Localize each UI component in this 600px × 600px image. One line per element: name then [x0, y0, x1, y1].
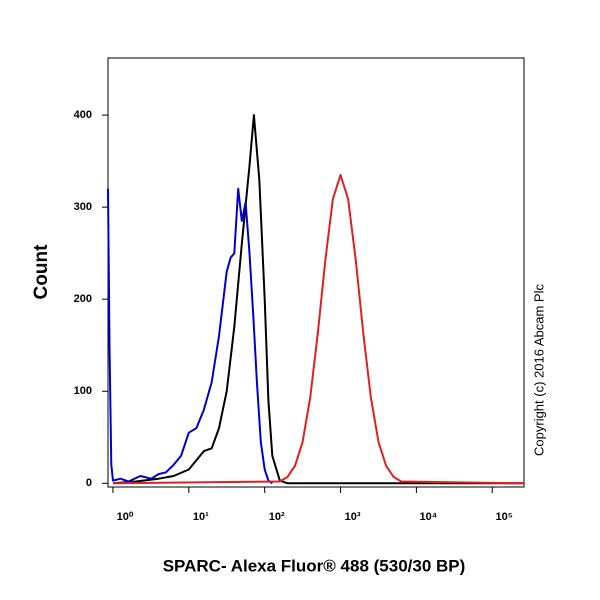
histogram-line: [112, 114, 524, 485]
plot-frame: [107, 57, 525, 488]
y-tick-label: 400: [74, 109, 92, 121]
y-tick-label: 200: [74, 293, 92, 305]
x-tick-label: 10⁵: [496, 511, 513, 523]
x-tick-label: 10⁴: [420, 511, 438, 523]
y-tick-label: 300: [74, 201, 92, 213]
y-tick-label: 0: [86, 477, 92, 489]
y-tick-label: 100: [74, 385, 92, 397]
x-tick-label: 10²: [269, 511, 285, 523]
x-tick-label: 10³: [345, 511, 361, 523]
x-tick-label: 10⁰: [117, 511, 134, 523]
histogram-line: [112, 173, 525, 485]
x-axis-label: SPARC- Alexa Fluor® 488 (530/30 BP): [163, 556, 466, 575]
copyright: Copyright (c) 2016 Abcam Plc: [531, 284, 546, 456]
x-tick-label: 10¹: [193, 511, 209, 523]
histogram-line: [107, 187, 273, 485]
y-axis-label: Count: [31, 244, 52, 300]
